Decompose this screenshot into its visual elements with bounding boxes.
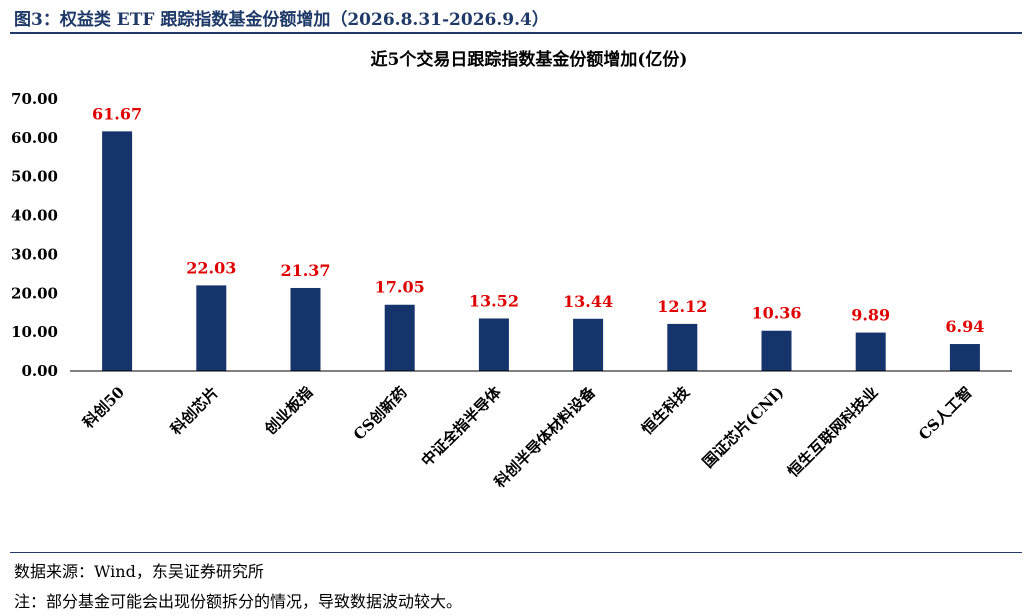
- bar: [384, 304, 415, 371]
- x-tick-label: CS创新药: [350, 383, 411, 444]
- bar: [102, 131, 133, 371]
- data-label: 10.36: [751, 304, 801, 323]
- bar: [667, 323, 698, 371]
- x-tick-label: CS人工智: [915, 383, 976, 444]
- bar: [949, 344, 980, 371]
- y-tick-label: 30.00: [11, 245, 58, 263]
- data-labels: 61.67 22.03 21.37 17.05 13.52 13.44 12.12 10.36…: [92, 104, 984, 336]
- y-tick-label: 20.00: [11, 284, 58, 302]
- y-tick-label: 0.00: [21, 362, 58, 380]
- y-tick-label: 10.00: [11, 323, 58, 341]
- data-label: 13.52: [469, 291, 519, 310]
- data-label: 12.12: [657, 297, 707, 316]
- bar-chart: 近5个交易日跟踪指数基金份额增加(亿份) 0.00 10.00 20.00 30.00…: [11, 49, 1012, 491]
- x-tick-label: 科创芯片: [167, 383, 222, 438]
- x-tick-label: 恒生互联网科技业: [784, 383, 882, 481]
- x-tick-label: 科创50: [79, 383, 128, 432]
- figure-title: 图3：权益类 ETF 跟踪指数基金份额增加（2026.8.31-2026.9.4…: [14, 10, 549, 30]
- x-tick-label: 创业板指: [260, 383, 316, 439]
- bar: [573, 318, 604, 371]
- bar: [196, 285, 227, 371]
- bar: [761, 330, 792, 371]
- top-rule: [10, 32, 1022, 34]
- data-label: 21.37: [280, 261, 330, 280]
- y-tick-label: 70.00: [11, 90, 58, 108]
- data-label: 22.03: [186, 258, 236, 277]
- data-label: 13.44: [563, 292, 613, 311]
- data-label: 61.67: [92, 104, 142, 123]
- bottom-rule: [10, 552, 1022, 553]
- bar: [478, 318, 509, 371]
- y-tick-label: 60.00: [11, 129, 58, 147]
- x-tick-label: 恒生科技: [638, 382, 694, 438]
- x-tick-label: 国证芯片(CNI): [699, 383, 787, 471]
- footnote: 注：部分基金可能会出现份额拆分的情况，导致数据波动较大。: [14, 592, 463, 611]
- data-label: 6.94: [945, 317, 984, 336]
- bars: [102, 131, 980, 371]
- x-tick-label: 中证全指半导体: [418, 382, 506, 470]
- source-note: 数据来源：Wind，东吴证券研究所: [14, 562, 264, 581]
- bar: [290, 287, 321, 371]
- data-label: 9.89: [851, 306, 890, 325]
- bar: [855, 332, 886, 371]
- y-axis: 0.00 10.00 20.00 30.00 40.00 50.00 60.00 70.00: [11, 90, 58, 380]
- data-label: 17.05: [375, 278, 425, 297]
- chart-title: 近5个交易日跟踪指数基金份额增加(亿份): [371, 49, 688, 70]
- y-tick-label: 40.00: [11, 207, 58, 225]
- x-tick-label: 科创半导体材料设备: [491, 382, 600, 491]
- y-tick-label: 50.00: [11, 168, 58, 186]
